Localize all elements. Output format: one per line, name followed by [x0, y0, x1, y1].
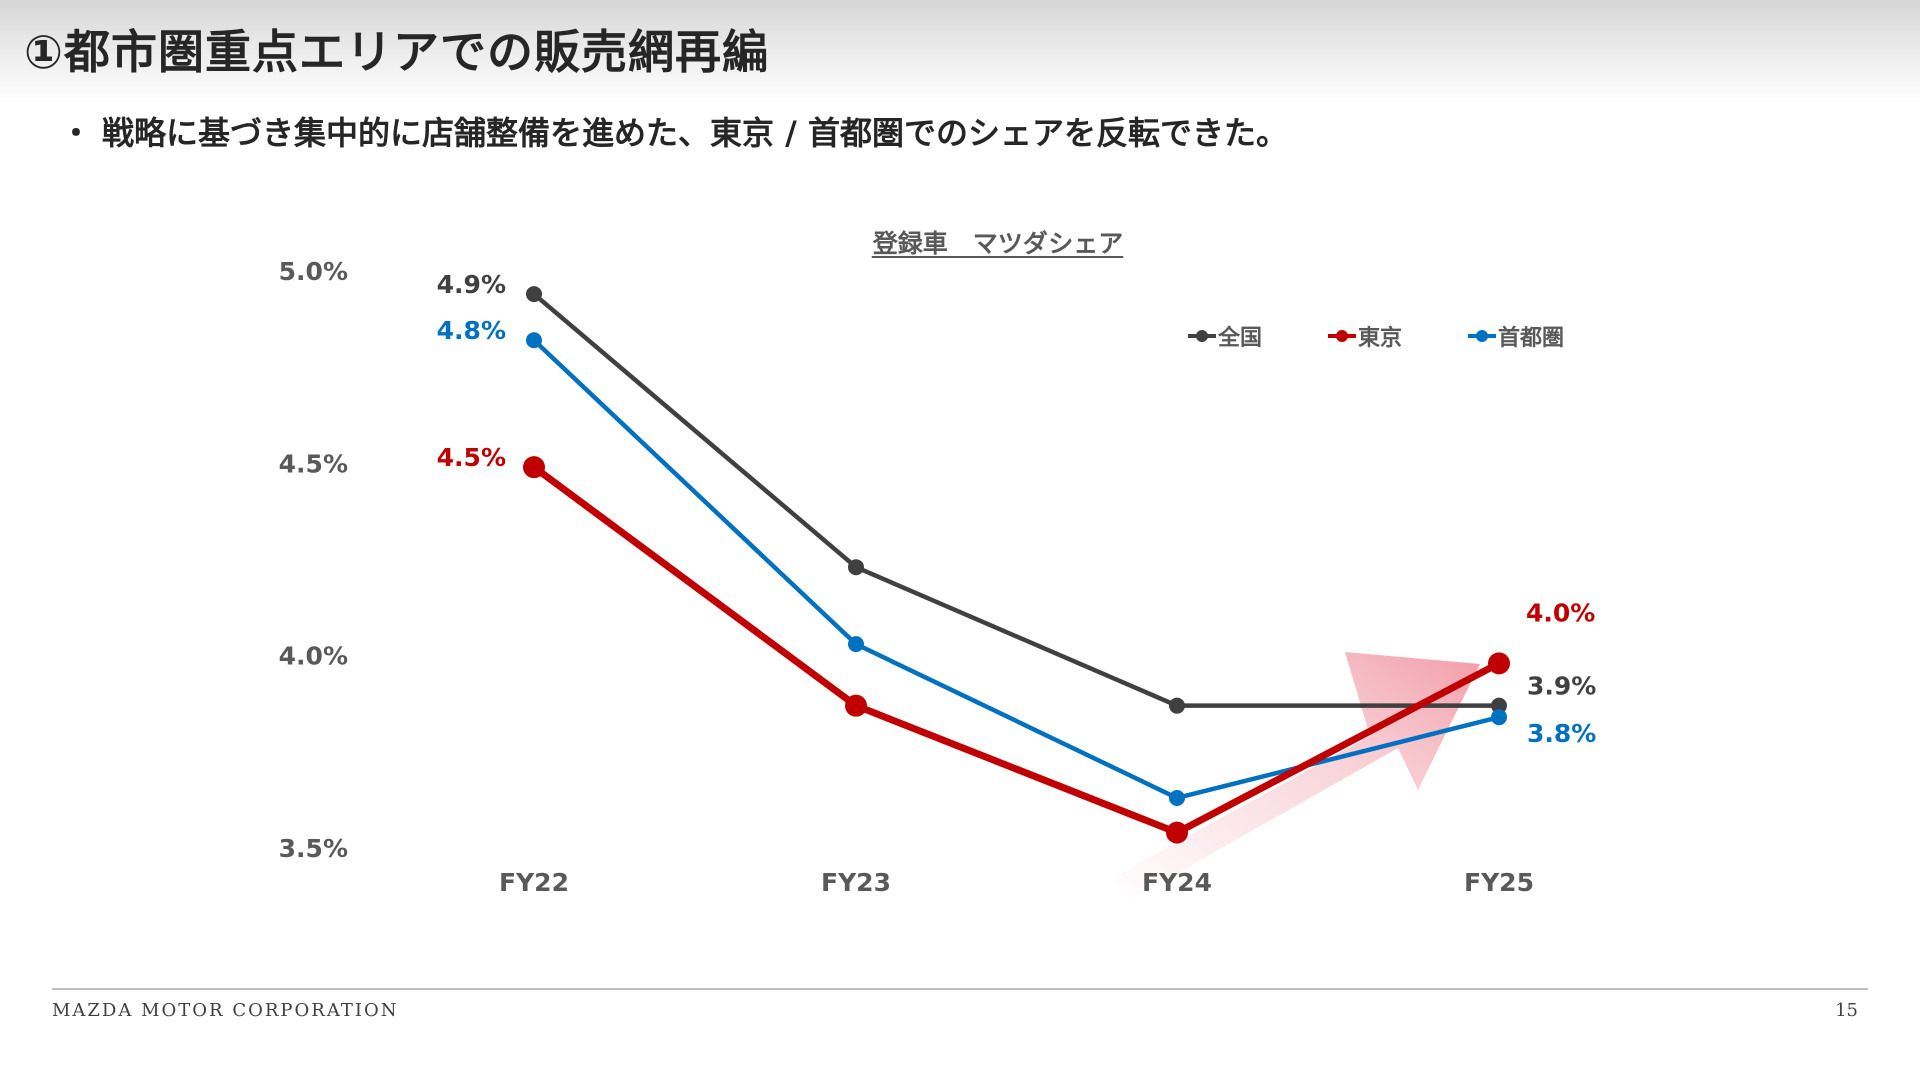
x-axis: FY22 FY23 FY24 FY25: [499, 868, 1534, 897]
line-chart: 登録車 マツダシェア 3.5% 4.0% 4.5% 5.0% FY22 FY23 FY24…: [279, 229, 1597, 900]
series-line: [531, 464, 1501, 837]
data-label: 4.9%: [437, 270, 506, 299]
data-label: 3.9%: [1527, 672, 1596, 701]
x-tick-label: FY22: [499, 868, 569, 897]
legend-label: 首都圏: [1498, 325, 1564, 351]
y-tick-label: 3.5%: [279, 834, 348, 863]
series-line: [532, 292, 1499, 708]
legend: 全国 東京 首都圏: [1188, 325, 1564, 351]
series-首都圏: [526, 332, 1507, 806]
chart-title-group: 登録車 マツダシェア: [871, 229, 1124, 258]
legend-marker: [1336, 330, 1348, 342]
bullet-point: ・戦略に基づき集中的に店舗整備を進めた、東京 / 首都圏でのシェアを反転できた。: [60, 108, 1288, 154]
data-point: [848, 559, 864, 576]
legend-label: 東京: [1358, 325, 1402, 351]
series-layer: [523, 286, 1510, 844]
y-tick-label: 5.0%: [279, 257, 348, 286]
data-label: 3.8%: [1527, 719, 1596, 748]
data-point: [1169, 697, 1185, 714]
y-axis: 3.5% 4.0% 4.5% 5.0%: [279, 257, 348, 863]
trend-arrow: [1112, 652, 1480, 900]
data-point: [1491, 697, 1507, 714]
legend-label: 全国: [1217, 325, 1262, 351]
data-label: 4.5%: [437, 443, 506, 472]
data-point: [526, 286, 542, 303]
legend-item: 全国: [1188, 325, 1262, 351]
legend-item: 首都圏: [1468, 325, 1564, 351]
data-label: 4.8%: [437, 316, 506, 345]
data-point: [526, 332, 542, 349]
header-band: [0, 0, 1920, 104]
data-point: [845, 694, 867, 717]
legend-item: 東京: [1328, 325, 1402, 351]
chart-title: 登録車 マツダシェア: [872, 229, 1124, 258]
y-tick-label: 4.0%: [279, 642, 348, 671]
series-line: [532, 338, 1500, 801]
footer-company-name: MAZDA MOTOR CORPORATION: [52, 1000, 399, 1021]
series-全国: [526, 286, 1507, 714]
data-point: [848, 636, 864, 653]
series-東京: [523, 456, 1510, 844]
x-tick-label: FY24: [1142, 868, 1212, 897]
page-title: ①都市圏重点エリアでの販売網再編: [24, 25, 769, 79]
y-tick-label: 4.5%: [279, 449, 348, 478]
legend-marker: [1196, 330, 1208, 342]
data-label: 4.0%: [1526, 598, 1595, 627]
data-point: [1491, 709, 1507, 726]
x-tick-label: FY25: [1464, 868, 1534, 897]
page-number: 15: [1835, 1000, 1858, 1021]
data-labels: 4.9% 3.9% 4.5% 4.0% 4.8% 3.8%: [437, 270, 1597, 748]
data-point: [1166, 821, 1188, 844]
data-point: [1169, 789, 1185, 806]
bullet-text: 戦略に基づき集中的に店舗整備を進めた、東京 / 首都圏でのシェアを反転できた。: [102, 114, 1288, 152]
legend-marker: [1476, 330, 1488, 342]
data-point: [1488, 652, 1510, 675]
bullet-dot: ・: [60, 114, 93, 152]
x-tick-label: FY23: [821, 868, 891, 897]
footer-divider: [52, 988, 1868, 990]
data-point: [523, 456, 545, 479]
